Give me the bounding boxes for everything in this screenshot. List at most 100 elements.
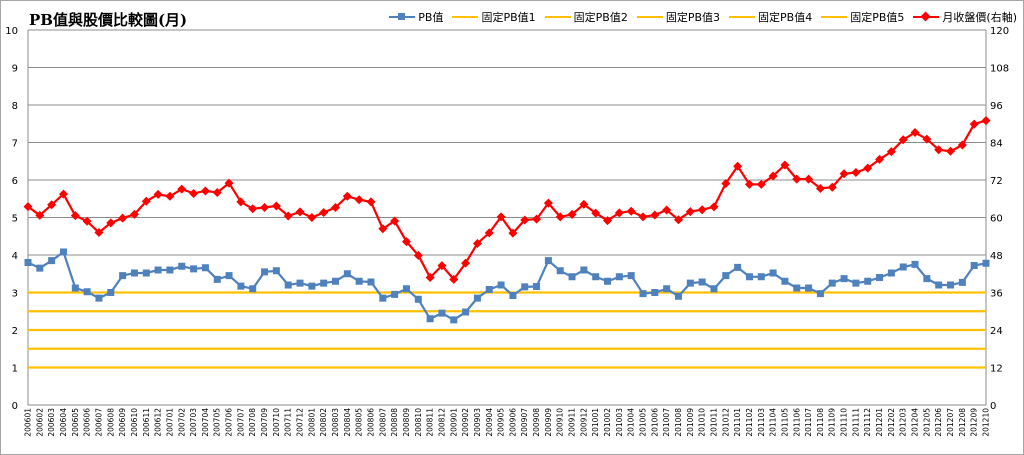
data-point-pb: [592, 273, 600, 281]
data-point-pb: [59, 248, 67, 256]
data-point-pb: [225, 272, 233, 280]
x-tick-label: 200911: [568, 408, 577, 437]
x-tick-label: 200706: [225, 408, 234, 437]
data-point-price: [413, 250, 423, 260]
x-tick-label: 201006: [650, 408, 659, 437]
x-tick-label: 200611: [142, 408, 151, 437]
data-point-pb: [639, 290, 647, 298]
x-tick-label: 201111: [851, 408, 860, 437]
data-point-price: [839, 169, 849, 179]
data-point-price: [331, 203, 341, 212]
data-point-price: [106, 218, 116, 228]
data-point-pb: [651, 289, 659, 296]
data-point-pb: [36, 264, 44, 272]
x-tick-label: 200806: [366, 408, 375, 437]
data-point-pb: [757, 273, 765, 281]
data-point-pb: [308, 282, 316, 290]
y-left-tick-label: 10: [5, 26, 18, 37]
x-tick-label: 200608: [106, 408, 115, 437]
data-point-pb: [828, 279, 836, 287]
data-point-pb: [391, 290, 399, 298]
x-tick-label: 200703: [189, 408, 198, 437]
data-point-price: [319, 208, 329, 217]
data-point-price: [35, 210, 45, 220]
y-right-tick-label: 72: [990, 176, 1003, 187]
legend-item: 固定PB值5: [821, 9, 904, 25]
data-point-pb: [745, 273, 753, 281]
data-point-pb: [781, 277, 789, 285]
data-point-pb: [130, 269, 138, 277]
data-point-price: [236, 197, 246, 207]
legend-item: 固定PB值3: [636, 9, 721, 25]
data-point-price: [472, 238, 482, 248]
legend-label: 固定PB值2: [573, 11, 628, 24]
data-point-price: [94, 228, 104, 237]
data-point-price: [342, 191, 352, 201]
x-tick-label: 201002: [603, 408, 612, 437]
data-point-pb: [249, 285, 257, 293]
x-tick-label: 200702: [177, 408, 186, 437]
data-point-pb: [320, 279, 328, 287]
data-point-price: [662, 205, 672, 215]
data-point-pb: [284, 281, 292, 289]
data-point-price: [685, 207, 695, 217]
data-point-pb: [154, 266, 162, 274]
data-point-price: [248, 204, 258, 214]
legend-label: 固定PB值3: [665, 11, 721, 24]
y-right-tick-label: 0: [990, 401, 996, 412]
x-tick-label: 201003: [615, 408, 624, 437]
data-point-pb: [237, 282, 245, 290]
data-point-pb: [190, 265, 198, 273]
data-point-pb: [982, 259, 990, 267]
data-point-pb: [852, 279, 860, 287]
data-point-pb: [521, 283, 529, 291]
data-point-pb: [864, 277, 872, 285]
data-point-price: [295, 207, 305, 217]
legend-label: 固定PB值5: [850, 11, 905, 24]
data-point-pb: [272, 267, 280, 275]
y-left-tick-label: 8: [12, 101, 18, 112]
data-point-pb: [544, 257, 552, 265]
x-tick-label: 200607: [94, 408, 103, 437]
data-point-price: [721, 178, 731, 188]
data-point-pb: [379, 294, 387, 302]
y-right-tick-label: 24: [990, 326, 1003, 337]
x-tick-label: 200708: [248, 408, 257, 437]
data-point-price: [283, 211, 293, 221]
y-left-tick-label: 5: [12, 214, 18, 225]
x-tick-label: 200804: [343, 408, 352, 437]
data-point-pb: [367, 278, 375, 286]
data-point-pb: [166, 266, 174, 274]
data-point-price: [189, 188, 199, 198]
data-point-pb: [698, 278, 706, 286]
y-right-tick-label: 36: [990, 289, 1003, 300]
data-point-price: [165, 191, 175, 201]
data-point-price: [792, 174, 802, 184]
series-line-月收盤價(右軸): [27, 119, 987, 282]
legend-item: 月收盤價(右軸): [913, 9, 1017, 25]
data-point-price: [957, 140, 967, 150]
data-point-price: [673, 215, 683, 225]
data-point-price: [82, 216, 92, 226]
x-tick-label: 201108: [816, 408, 825, 437]
data-point-pb: [734, 263, 742, 271]
data-point-price: [815, 183, 825, 193]
data-point-price: [354, 195, 364, 205]
data-point-pb: [604, 277, 612, 285]
x-tick-label: 201011: [709, 408, 718, 437]
x-tick-label: 201110: [840, 408, 849, 437]
x-tick-label: 200803: [331, 408, 340, 437]
x-tick-label: 200910: [556, 408, 565, 437]
x-tick-label: 201202: [887, 408, 896, 437]
x-tick-label: 200807: [378, 408, 387, 437]
x-tick-label: 201102: [745, 408, 754, 437]
y-right-tick-label: 48: [990, 251, 1003, 262]
x-tick-label: 200707: [236, 408, 245, 437]
y-left-tick-label: 6: [12, 176, 18, 187]
legend-item: PB值: [389, 9, 443, 25]
x-tick-label: 200909: [544, 408, 553, 437]
data-point-price: [23, 202, 33, 212]
data-point-pb: [674, 292, 682, 300]
x-tick-label: 200612: [154, 408, 163, 437]
